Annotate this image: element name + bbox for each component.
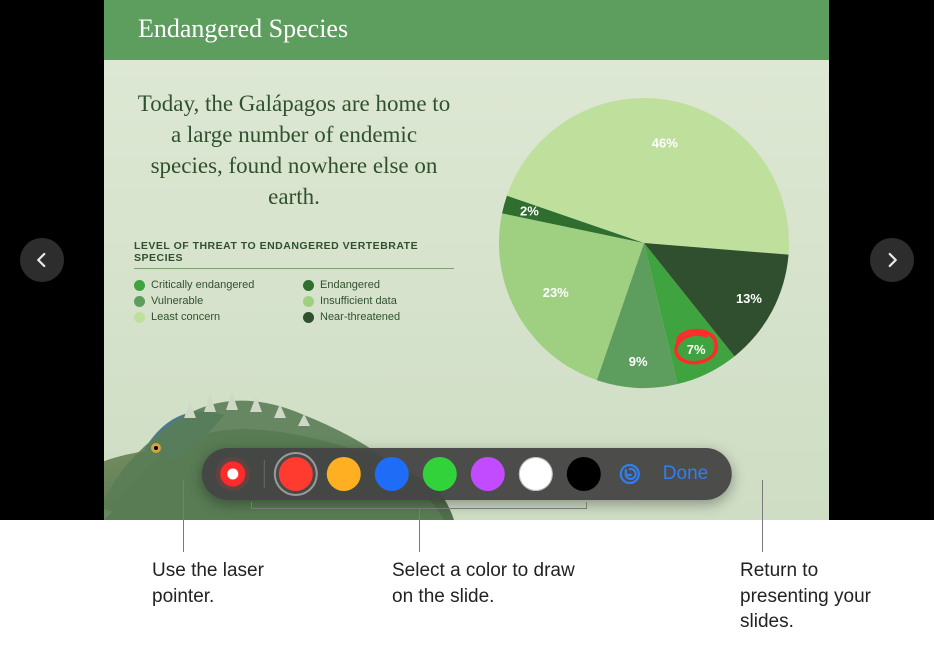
legend-swatch	[303, 296, 314, 307]
next-slide-button[interactable]	[870, 238, 914, 282]
legend-item: Critically endangered	[134, 279, 285, 291]
legend-swatch	[134, 280, 145, 291]
legend-item: Endangered	[303, 279, 454, 291]
pie-label: 46%	[652, 136, 678, 151]
chevron-left-icon	[33, 251, 51, 269]
color-green-button[interactable]	[423, 457, 457, 491]
callout-leader	[419, 508, 420, 552]
callout-leader	[183, 480, 184, 552]
chart-legend: LEVEL OF THREAT TO ENDANGERED VERTEBRATE…	[134, 240, 454, 323]
legend-item: Vulnerable	[134, 295, 285, 307]
pie-label: 13%	[736, 291, 762, 306]
legend-item: Insufficient data	[303, 295, 454, 307]
pie-chart: 46% 13% 7% 9% 23% 2%	[489, 88, 799, 398]
color-orange-button[interactable]	[327, 457, 361, 491]
legend-label: Near-threatened	[320, 311, 400, 323]
undo-icon	[618, 462, 642, 486]
callout-leader	[586, 502, 587, 508]
prev-slide-button[interactable]	[20, 238, 64, 282]
done-button[interactable]: Done	[659, 463, 712, 485]
chevron-right-icon	[883, 251, 901, 269]
pie-label: 23%	[543, 285, 569, 300]
legend-item: Near-threatened	[303, 311, 454, 323]
legend-swatch	[303, 312, 314, 323]
callouts: Use the laser pointer. Select a color to…	[0, 520, 934, 657]
legend-label: Endangered	[320, 279, 380, 291]
legend-swatch	[134, 296, 145, 307]
pie-label: 2%	[520, 203, 539, 218]
callout-laser: Use the laser pointer.	[152, 558, 322, 609]
slide-title: Endangered Species	[104, 0, 829, 60]
legend-swatch	[134, 312, 145, 323]
callout-leader	[251, 502, 252, 508]
laser-pointer-button[interactable]	[216, 457, 250, 491]
color-black-button[interactable]	[567, 457, 601, 491]
undo-button[interactable]	[615, 459, 645, 489]
legend-label: Least concern	[151, 311, 220, 323]
color-white-button[interactable]	[519, 457, 553, 491]
color-blue-button[interactable]	[375, 457, 409, 491]
slide-intro-text: Today, the Galápagos are home to a large…	[134, 88, 454, 212]
presentation-viewer: Endangered Species Today, the Galápagos …	[0, 0, 934, 520]
color-red-button[interactable]	[279, 457, 313, 491]
legend-swatch	[303, 280, 314, 291]
legend-item: Least concern	[134, 311, 285, 323]
toolbar-divider	[264, 460, 265, 488]
callout-colors: Select a color to draw on the slide.	[392, 558, 582, 609]
legend-label: Critically endangered	[151, 279, 254, 291]
legend-label: Vulnerable	[151, 295, 203, 307]
pie-label: 7%	[687, 342, 706, 357]
callout-done: Return to presenting your slides.	[740, 558, 910, 635]
legend-title: LEVEL OF THREAT TO ENDANGERED VERTEBRATE…	[134, 240, 454, 269]
annotation-toolbar: Done	[202, 448, 732, 500]
color-purple-button[interactable]	[471, 457, 505, 491]
callout-leader	[762, 480, 763, 552]
pie-label: 9%	[629, 354, 648, 369]
slide: Endangered Species Today, the Galápagos …	[104, 0, 829, 520]
legend-label: Insufficient data	[320, 295, 397, 307]
